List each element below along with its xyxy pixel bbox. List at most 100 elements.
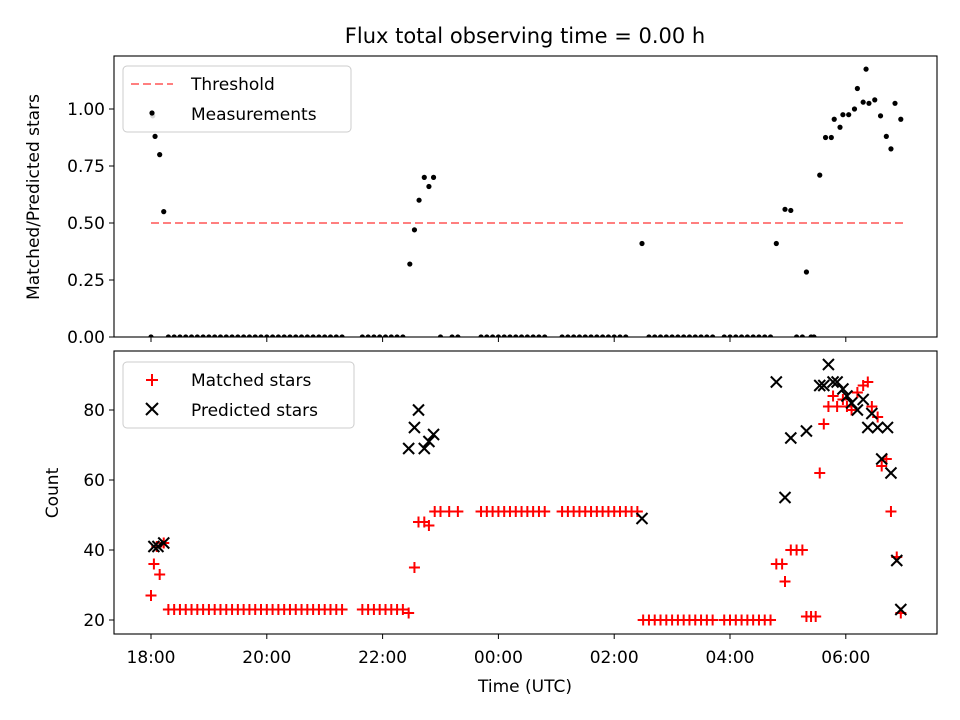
matched-star-point [814,467,826,479]
figure-title: Flux total observing time = 0.00 h [345,24,705,48]
measurement-point [542,334,548,337]
bottom-x-tick-label: 22:00 [358,648,407,668]
top-plot-area [148,66,904,337]
matched-star-point [397,604,409,615]
measurement-point [817,172,823,178]
measurement-point [161,209,167,215]
measurement-point [246,334,253,337]
measurement-point [200,334,206,337]
measurement-point [837,124,843,130]
bottom-x-axis-label: Time (UTC) [477,677,572,697]
measurement-point [339,334,345,337]
measurement-point [675,334,681,337]
measurement-point [495,334,501,337]
measurement-point [212,334,218,337]
measurement-point [892,100,898,106]
measurement-point [377,334,383,337]
measurement-point [623,334,629,337]
measurement-point [206,334,212,337]
measurement-point [400,334,406,337]
predicted-star-point [427,428,440,441]
matched-star-point [831,401,843,412]
predicted-star-point [826,375,840,389]
measurement-point [750,334,756,337]
measurement-point [217,334,224,337]
predicted-star-point [770,375,783,389]
top-y-tick-label: 1.00 [67,100,105,120]
measurement-point [536,334,542,337]
matched-star-point [336,604,348,615]
measurement-point [788,207,794,214]
measurement-point [692,334,698,337]
measurement-point [293,334,299,337]
measurement-point [484,334,490,337]
measurement-point [828,134,834,141]
bottom-y-tick-label: 40 [83,541,105,561]
predicted-star-point [817,379,831,392]
measurement-point [490,334,496,337]
predicted-star-point [635,512,649,525]
measurement-point [507,334,513,337]
measurement-point [421,174,427,180]
measurement-point [594,334,600,337]
predicted-star-point [778,491,792,504]
bottom-x-axis: 18:00 20:00 22:00 00:00 02:00 04:00 06:00 [127,634,870,668]
measurement-point [793,334,800,337]
matched-star-point [423,520,435,531]
measurement-point [252,334,258,337]
measurement-point [518,334,525,337]
predicted-star-point [408,421,421,434]
matched-star-point [154,569,166,580]
bottom-x-tick-label: 02:00 [590,648,639,668]
top-y-tick-label: 0.25 [67,271,105,291]
measurement-point [646,334,652,337]
measurement-point [898,116,904,122]
measurement-point [281,334,287,337]
measurement-point [799,334,805,337]
bottom-subplot: 20 40 60 80 18:00 20:00 22:00 00:00 02:00 04:00 0… [43,350,938,697]
measurement-point [316,334,322,337]
measurement-point [188,334,195,337]
top-y-tick-label: 0.00 [67,328,105,348]
predicted-star-point [894,603,908,616]
measurement-point [710,334,716,337]
bottom-x-tick-label: 04:00 [706,648,755,668]
measurement-point [152,133,158,139]
matched-star-point [779,576,791,587]
matched-star-point [846,404,858,416]
measurement-point [888,146,894,152]
predicted-star-point [822,358,835,371]
measurement-point [854,85,860,92]
measurement-point [416,197,422,203]
measurement-point [803,269,810,275]
measurement-point [359,334,365,337]
predicted-star-point [784,431,798,445]
legend-predicted-label: Predicted stars [191,401,318,421]
matched-star-point [885,506,897,517]
predicted-star-point [418,442,431,455]
measurement-point [382,334,389,337]
matched-star-point [707,614,719,626]
measurement-point [310,334,316,337]
measurement-point [513,334,519,337]
top-subplot: 0.00 0.25 0.50 0.75 1.00 Matched/Predicted s… [24,55,938,348]
predicted-star-point [840,389,854,403]
top-y-tick-label: 0.75 [67,157,105,177]
matched-star-point [827,390,839,402]
bottom-x-tick-label: 06:00 [821,648,870,668]
predicted-star-point [147,540,161,553]
measurement-point [698,334,704,337]
bottom-y-tick-label: 80 [83,401,105,421]
measurement-point [657,334,664,337]
predicted-star-point [813,379,826,392]
measurement-point [669,334,675,337]
measurement-point [639,240,645,247]
measurement-point [449,334,455,337]
predicted-star-point [884,466,898,480]
matched-star-point [862,376,874,388]
measurement-point [524,334,530,337]
bottom-y-tick-label: 60 [83,471,105,491]
matched-star-point [810,611,822,622]
top-y-axis-label: Matched/Predicted stars [24,94,44,300]
predicted-star-point [422,435,436,448]
